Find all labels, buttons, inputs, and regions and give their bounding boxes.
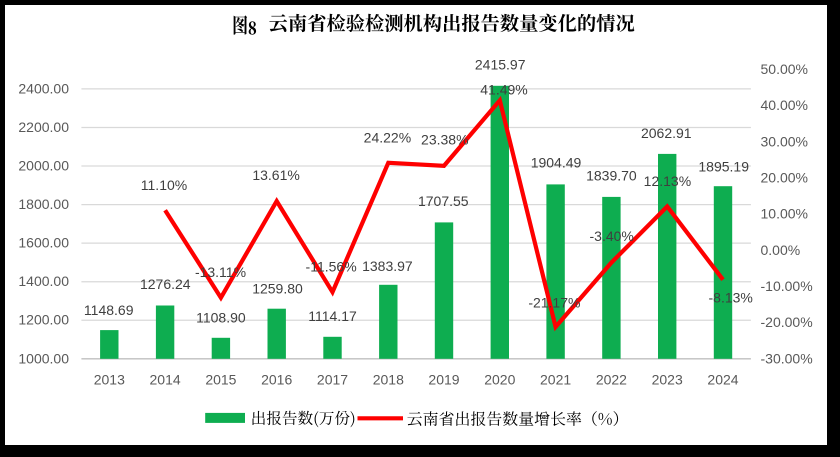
svg-text:-3.40%: -3.40% (590, 228, 634, 244)
svg-text:-11.56%: -11.56% (306, 259, 357, 275)
svg-text:1839.70: 1839.70 (586, 168, 637, 184)
svg-text:1800.00: 1800.00 (18, 196, 69, 212)
svg-text:1114.17: 1114.17 (308, 308, 357, 324)
svg-text:24.22%: 24.22% (364, 130, 411, 146)
svg-text:1200.00: 1200.00 (18, 312, 69, 328)
svg-text:1707.55: 1707.55 (418, 193, 469, 209)
svg-text:2015: 2015 (205, 372, 236, 388)
svg-text:40.00%: 40.00% (761, 97, 808, 113)
svg-text:12.13%: 12.13% (644, 173, 691, 189)
svg-text:1148.69: 1148.69 (84, 302, 134, 318)
svg-text:-30.00%: -30.00% (761, 350, 813, 366)
svg-text:2023: 2023 (652, 372, 683, 388)
svg-text:20.00%: 20.00% (761, 170, 808, 186)
svg-text:2415.97: 2415.97 (475, 56, 526, 72)
svg-text:2021: 2021 (540, 372, 571, 388)
svg-text:1000.00: 1000.00 (18, 350, 69, 366)
svg-text:2062.91: 2062.91 (641, 125, 692, 141)
svg-text:2400.00: 2400.00 (18, 80, 69, 96)
svg-text:1895.19: 1895.19 (698, 158, 749, 174)
svg-text:41.49%: 41.49% (480, 81, 527, 97)
svg-text:2016: 2016 (261, 372, 292, 388)
svg-text:13.61%: 13.61% (252, 167, 299, 183)
svg-text:-21.17%: -21.17% (528, 295, 580, 311)
svg-text:2000.00: 2000.00 (18, 158, 69, 174)
svg-text:2014: 2014 (150, 372, 181, 388)
svg-text:23.38%: 23.38% (421, 132, 468, 148)
svg-text:1383.97: 1383.97 (362, 258, 413, 274)
svg-text:2018: 2018 (373, 372, 404, 388)
svg-text:2022: 2022 (596, 372, 627, 388)
svg-text:2013: 2013 (94, 372, 125, 388)
svg-text:30.00%: 30.00% (761, 133, 808, 149)
svg-text:1276.24: 1276.24 (140, 276, 191, 292)
svg-text:2017: 2017 (317, 372, 348, 388)
svg-text:1400.00: 1400.00 (18, 273, 69, 289)
svg-text:1904.49: 1904.49 (531, 155, 582, 171)
svg-text:11.10%: 11.10% (141, 177, 187, 193)
svg-text:2024: 2024 (707, 372, 738, 388)
svg-text:-20.00%: -20.00% (761, 314, 813, 330)
svg-text:-8.13%: -8.13% (709, 290, 753, 306)
svg-text:-10.00%: -10.00% (761, 278, 813, 294)
svg-text:50.00%: 50.00% (761, 61, 808, 77)
svg-text:-13.11%: -13.11% (195, 264, 246, 280)
svg-text:10.00%: 10.00% (761, 206, 808, 222)
svg-text:2200.00: 2200.00 (18, 119, 69, 135)
svg-text:2019: 2019 (428, 372, 459, 388)
svg-text:1108.90: 1108.90 (196, 310, 246, 326)
svg-text:1259.80: 1259.80 (252, 281, 303, 297)
svg-text:2020: 2020 (484, 372, 515, 388)
svg-text:0.00%: 0.00% (761, 242, 801, 258)
svg-text:1600.00: 1600.00 (18, 235, 69, 251)
